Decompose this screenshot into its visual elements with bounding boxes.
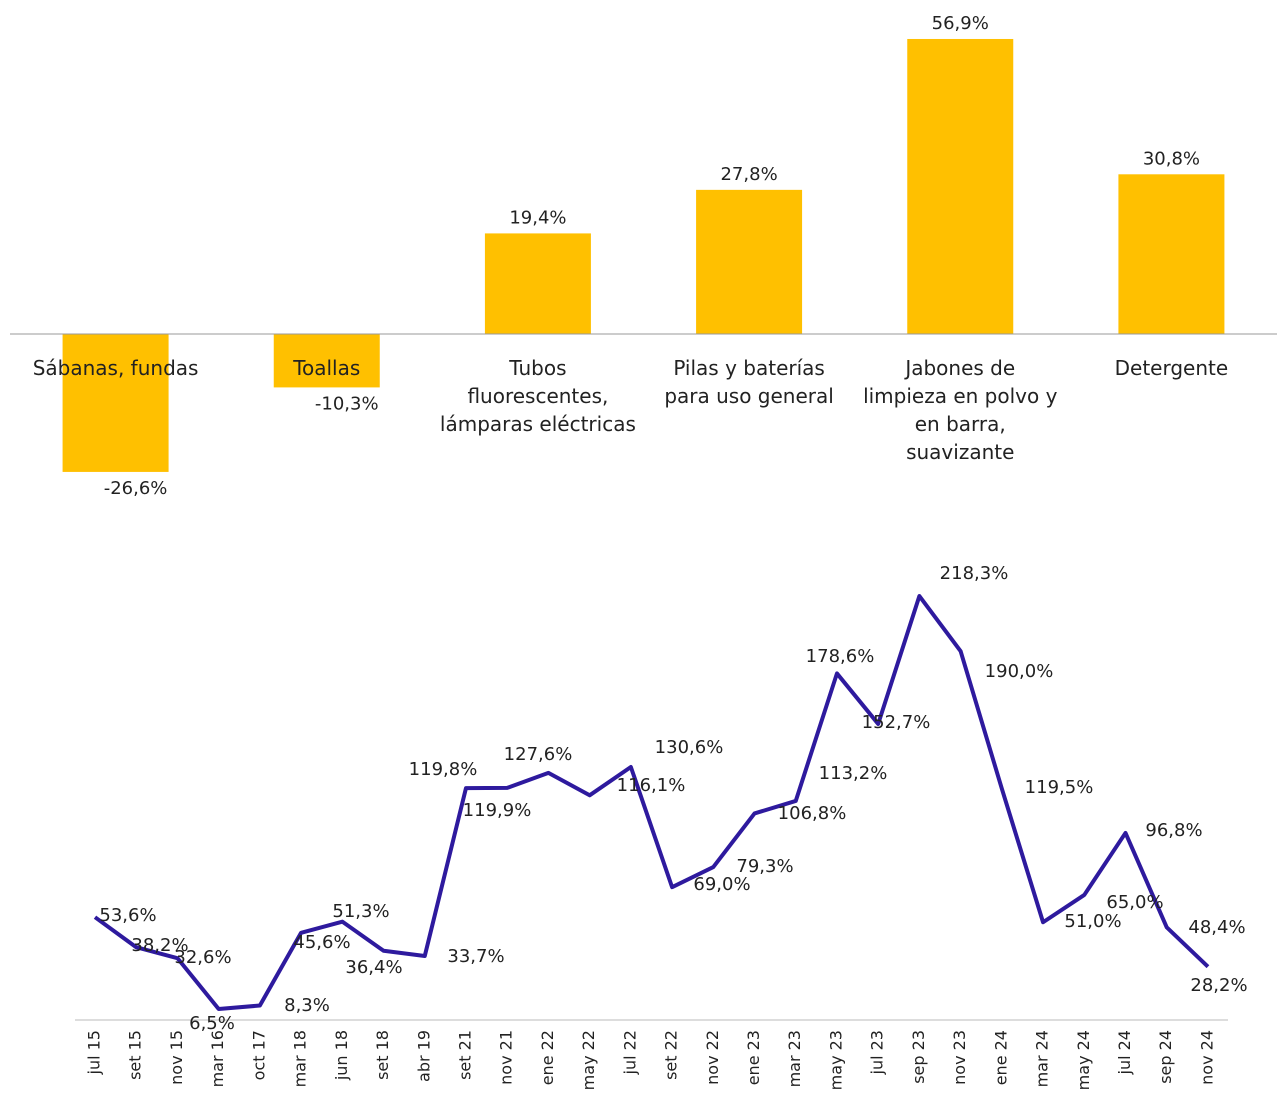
value-label: 51,0%	[1064, 911, 1121, 932]
x-tick-label: jul 22	[620, 1030, 639, 1075]
x-tick-label: may 24	[1074, 1030, 1093, 1090]
value-label: 33,7%	[447, 946, 504, 967]
x-tick-label: nov 15	[167, 1030, 186, 1085]
x-tick-label: set 21	[455, 1030, 474, 1080]
x-tick-label: jul 24	[1115, 1030, 1134, 1075]
x-tick-label: mar 23	[785, 1030, 804, 1087]
category-label: Jabones de limpieza en polvo y en barra,…	[863, 356, 1058, 464]
value-label: 32,6%	[174, 947, 231, 968]
x-tick-label: sep 24	[1156, 1030, 1175, 1084]
value-label: 69,0%	[693, 874, 750, 895]
value-label: 48,4%	[1188, 917, 1245, 938]
x-tick-label: nov 21	[497, 1030, 516, 1085]
value-label: 119,9%	[463, 800, 532, 821]
value-label: 6,5%	[189, 1013, 235, 1034]
category-label: Toallas	[293, 356, 361, 380]
value-label: 218,3%	[940, 563, 1009, 584]
bar	[1118, 174, 1225, 334]
value-label: -26,6%	[104, 478, 168, 499]
category-label: Tubos fluorescentes, lámparas eléctricas	[439, 356, 636, 436]
bar	[62, 334, 169, 472]
category-label: Detergente	[1114, 356, 1229, 380]
value-label: 19,4%	[509, 207, 566, 228]
x-tick-label: sep 23	[909, 1030, 928, 1084]
value-label: 116,1%	[617, 775, 686, 796]
x-tick-label: mar 24	[1033, 1030, 1052, 1087]
bar	[907, 38, 1014, 334]
x-tick-label: nov 23	[950, 1030, 969, 1085]
value-label: 38,2%	[131, 935, 188, 956]
value-label: 130,6%	[655, 737, 724, 758]
x-tick-label: oct 17	[249, 1030, 268, 1080]
x-tick-label: ene 24	[991, 1030, 1010, 1085]
category-label: Sábanas, fundas	[32, 356, 199, 380]
value-label: 119,8%	[409, 759, 478, 780]
value-label: 152,7%	[862, 712, 931, 733]
x-tick-label: ene 22	[538, 1030, 557, 1085]
x-tick-label: may 22	[579, 1030, 598, 1090]
value-label: -10,3%	[315, 393, 379, 414]
value-label: 36,4%	[345, 957, 402, 978]
category-label: Pilas y baterías para uso general	[664, 356, 834, 408]
x-tick-label: set 15	[126, 1030, 145, 1080]
x-tick-label: ene 23	[744, 1030, 763, 1085]
x-tick-label: may 23	[826, 1030, 845, 1090]
value-label: 190,0%	[985, 661, 1054, 682]
bar	[273, 334, 380, 388]
bar	[484, 233, 591, 334]
value-label: 79,3%	[736, 856, 793, 877]
x-tick-label: mar 18	[291, 1030, 310, 1087]
value-label: 27,8%	[720, 164, 777, 185]
x-tick-label: nov 24	[1197, 1030, 1216, 1085]
x-tick-label: set 18	[373, 1030, 392, 1080]
value-label: 8,3%	[284, 995, 330, 1016]
x-tick-label: jun 18	[332, 1030, 351, 1081]
value-label: 53,6%	[99, 905, 156, 926]
x-tick-label: jul 15	[85, 1030, 104, 1075]
value-label: 96,8%	[1145, 820, 1202, 841]
value-label: 56,9%	[932, 13, 989, 34]
line-series	[93, 594, 1210, 1012]
value-label: 45,6%	[293, 932, 350, 953]
value-label: 30,8%	[1143, 148, 1200, 169]
x-tick-label: nov 22	[703, 1030, 722, 1085]
x-tick-label: abr 19	[414, 1030, 433, 1082]
value-label: 106,8%	[778, 803, 847, 824]
value-label: 51,3%	[332, 901, 389, 922]
x-tick-label: mar 16	[208, 1030, 227, 1087]
bar	[696, 189, 803, 334]
value-label: 65,0%	[1106, 892, 1163, 913]
x-tick-label: set 22	[662, 1030, 681, 1080]
value-label: 119,5%	[1025, 777, 1094, 798]
value-label: 28,2%	[1190, 975, 1247, 996]
x-tick-label: jul 23	[868, 1030, 887, 1075]
value-label: 127,6%	[504, 744, 573, 765]
value-label: 178,6%	[806, 646, 875, 667]
value-label: 113,2%	[819, 763, 888, 784]
